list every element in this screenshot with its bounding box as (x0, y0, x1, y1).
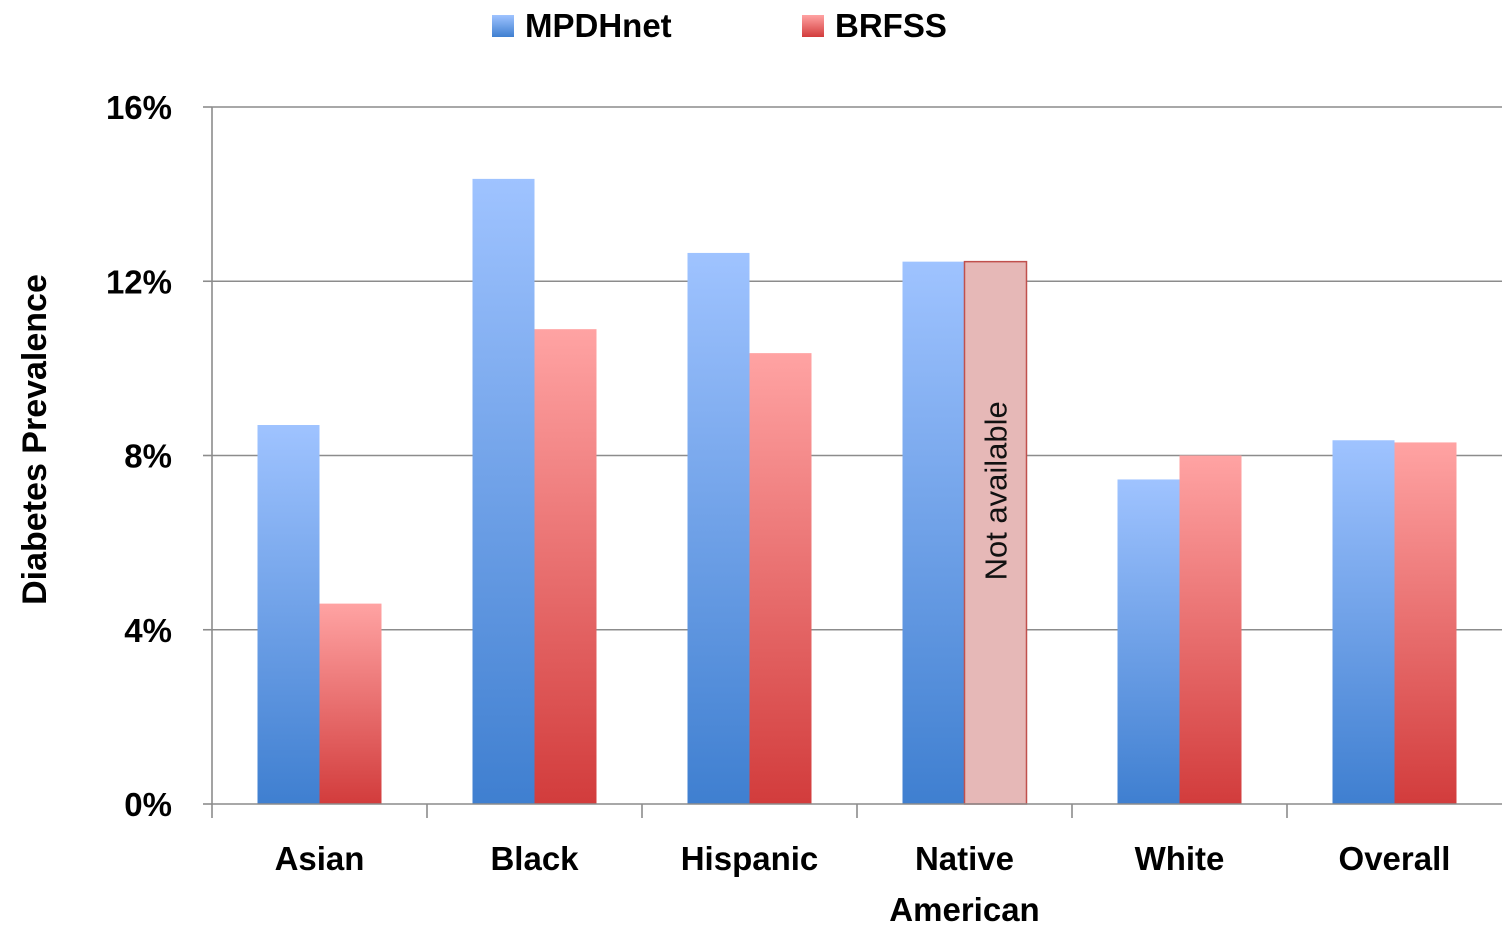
y-tick-label: 8% (124, 438, 172, 475)
bar-brfss-asian (319, 603, 382, 804)
y-tick-label: 4% (124, 612, 172, 649)
x-tick-label: Overall (1339, 840, 1451, 877)
bar-mpdhnet-overall (1332, 440, 1395, 804)
bar-mpdhnet-hispanic (687, 252, 750, 804)
bar-brfss-black (534, 329, 597, 804)
bar-brfss-white (1179, 455, 1242, 804)
x-tick-label: Native American (889, 840, 1039, 925)
legend-swatch-brfss (802, 15, 824, 37)
y-tick-label: 0% (124, 786, 172, 823)
bar-mpdhnet-asian (257, 425, 320, 804)
y-tick-label: 12% (106, 263, 172, 300)
bar-mpdhnet-black (472, 178, 535, 805)
legend-label-mpdhnet: MPDHnet (525, 7, 672, 44)
bar-mpdhnet-native-american (902, 261, 965, 805)
bar-brfss-overall (1394, 442, 1457, 804)
x-tick-label: White (1135, 840, 1225, 877)
x-tick-label: Asian (275, 840, 365, 877)
bar-placeholder-brfss-native-american (963, 260, 1028, 805)
x-tick-label: Hispanic (681, 840, 819, 877)
legend-label-brfss: BRFSS (835, 7, 947, 44)
not-available-label: Not available (979, 401, 1014, 580)
x-tick-label: Black (490, 840, 579, 877)
bar-brfss-hispanic (749, 353, 812, 804)
bar-mpdhnet-white (1117, 479, 1180, 804)
y-axis-label: Diabetes Prevalence (16, 274, 54, 605)
legend-swatch-mpdhnet (492, 15, 514, 37)
y-tick-label: 16% (106, 89, 172, 126)
